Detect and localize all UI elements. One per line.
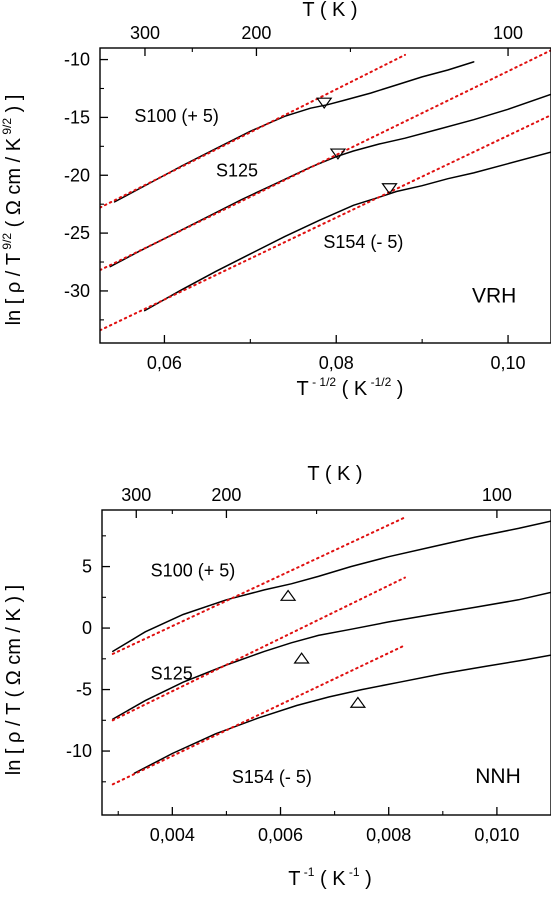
nnh-label-s100-5: S100 (+ 5) — [151, 560, 236, 580]
vrh-label-s125: S125 — [216, 160, 258, 180]
vrh-fit-line-3 — [100, 114, 551, 332]
nnh-panel: 0,004 0,006 0,008 0,010 5 0 -5 -10 300 200 100 T (… — [3, 463, 551, 890]
vrh-series-s154-5 — [143, 151, 551, 312]
vrh-x-axis-title: T - 1/2 ( K -1/2 ) — [297, 375, 404, 400]
nnh-y-tick-label: -10 — [66, 741, 92, 761]
vrh-x-tick-label: 0,10 — [491, 353, 526, 373]
vrh-label-s100-5: S100 (+ 5) — [134, 106, 219, 126]
vrh-y-axis-title: ln [ ρ / T 9/2 ( Ω cm / K 9/2 ) ] — [0, 95, 25, 326]
vrh-top-axis-title: T ( K ) — [302, 0, 357, 21]
vrh-top-tick-label: 100 — [493, 23, 523, 43]
vrh-panel: 0,06 0,08 0,10 -10 -15 -20 -25 -30 300 200 100 T (… — [0, 0, 551, 400]
nnh-x-axis-title: T -1 ( K -1 ) — [288, 865, 372, 890]
nnh-y-tick-label: 0 — [82, 618, 92, 638]
nnh-series-s100-5 — [112, 520, 551, 653]
nnh-top-axis-title: T ( K ) — [307, 463, 362, 485]
nnh-x-tick-label: 0,010 — [474, 825, 519, 845]
vrh-ticks: 0,06 0,08 0,10 -10 -15 -20 -25 -30 300 200 100 — [64, 23, 526, 373]
nnh-marker-3 — [349, 696, 367, 708]
nnh-marker-1 — [279, 589, 297, 601]
vrh-label-s154-5: S154 (- 5) — [323, 232, 403, 252]
nnh-top-tick-label: 100 — [482, 485, 512, 505]
vrh-fit-line-2 — [100, 49, 551, 272]
vrh-x-tick-label: 0,06 — [147, 353, 182, 373]
vrh-top-tick-label: 300 — [130, 23, 160, 43]
nnh-series-s154-5 — [133, 654, 551, 774]
vrh-fit-line-1 — [100, 53, 406, 209]
vrh-y-tick-label: -15 — [64, 107, 90, 127]
nnh-x-tick-label: 0,008 — [366, 825, 411, 845]
vrh-plot-frame — [99, 47, 551, 344]
nnh-series-s125 — [112, 591, 551, 720]
nnh-fit-line-2 — [111, 576, 406, 722]
vrh-series-s100-5 — [113, 61, 475, 203]
vrh-plot-area — [100, 49, 551, 332]
nnh-fit-line-3 — [111, 644, 406, 786]
vrh-y-tick-label: -10 — [64, 50, 90, 70]
nnh-top-tick-label: 200 — [211, 485, 241, 505]
vrh-top-tick-label: 200 — [241, 23, 271, 43]
vrh-marker-2 — [329, 148, 347, 160]
nnh-y-tick-label: -5 — [76, 680, 92, 700]
vrh-panel-tag: VRH — [472, 285, 516, 308]
nnh-plot-area — [111, 516, 551, 786]
vrh-y-tick-label: -30 — [64, 281, 90, 301]
nnh-marker-2 — [293, 652, 310, 664]
nnh-y-tick-label: 5 — [82, 557, 92, 577]
nnh-plot-frame — [101, 509, 551, 816]
vrh-marker-1 — [316, 97, 333, 110]
nnh-panel-tag: NNH — [475, 765, 520, 788]
nnh-x-tick-label: 0,004 — [150, 825, 195, 845]
nnh-y-axis-title: ln [ ρ / T ( Ω cm / K ) ] — [3, 585, 25, 775]
nnh-ticks: 0,004 0,006 0,008 0,010 5 0 -5 -10 300 200 100 — [66, 485, 519, 845]
nnh-x-tick-label: 0,006 — [258, 825, 303, 845]
nnh-top-tick-label: 300 — [121, 485, 151, 505]
vrh-x-tick-label: 0,08 — [319, 353, 354, 373]
vrh-y-tick-label: -20 — [64, 165, 90, 185]
nnh-label-s125: S125 — [151, 664, 193, 684]
nnh-label-s154-5: S154 (- 5) — [232, 767, 312, 787]
nnh-fit-line-1 — [111, 516, 406, 655]
vrh-marker-3 — [381, 183, 398, 195]
vrh-y-tick-label: -25 — [64, 223, 90, 243]
